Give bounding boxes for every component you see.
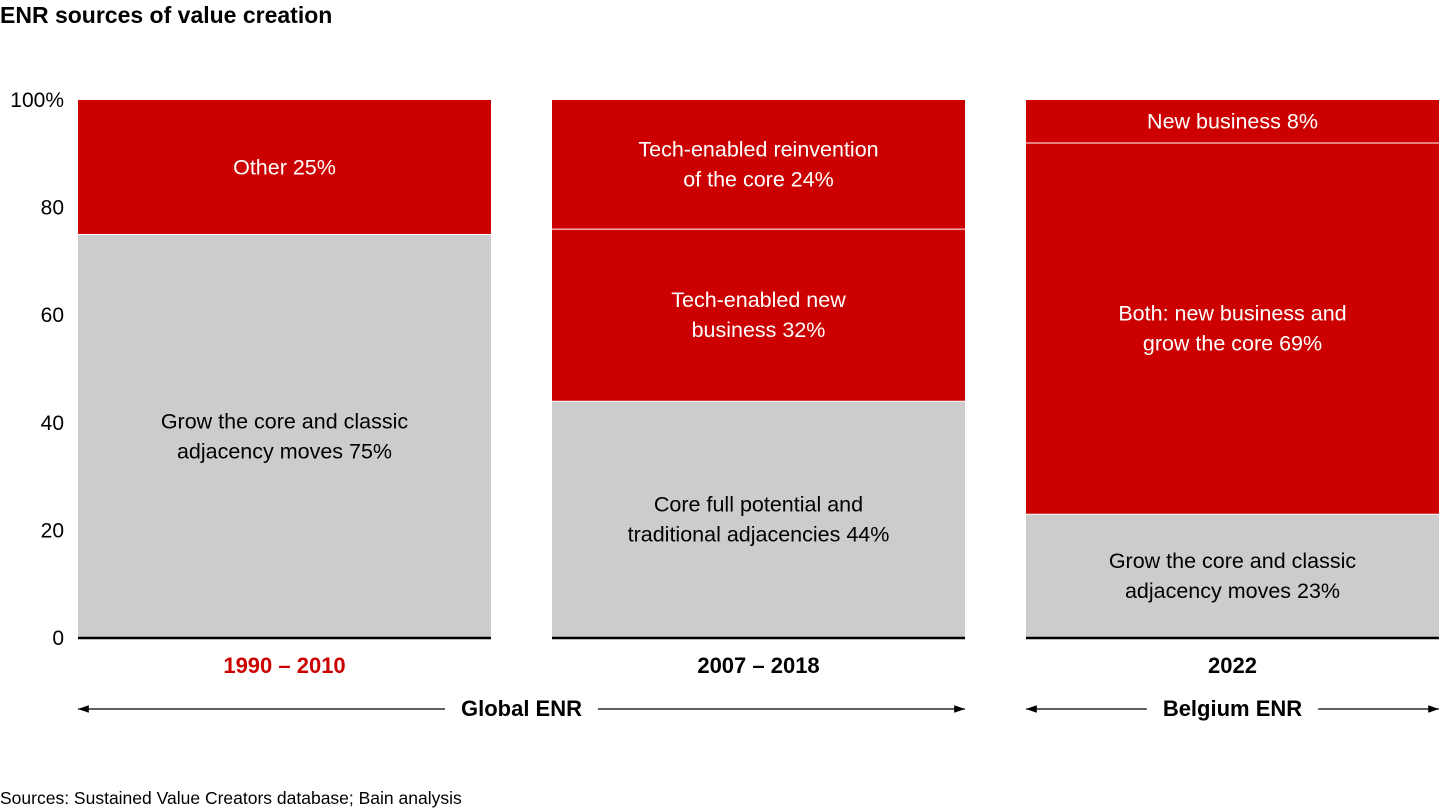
group-brackets: Global ENR Belgium ENR: [78, 696, 1439, 721]
y-tick-label: 20: [41, 519, 64, 542]
segment-label: Both: new business and: [1118, 302, 1346, 326]
bar-group: Core full potential and traditional adjac…: [552, 100, 965, 640]
category-label: 2022: [1208, 653, 1257, 678]
group-label: Belgium ENR: [1163, 696, 1302, 721]
segment-label: New business 8%: [1147, 110, 1318, 134]
bar-segment: [552, 100, 965, 230]
y-tick-label: 100%: [10, 89, 64, 112]
segment-label: adjacency moves 75%: [177, 439, 392, 463]
y-tick-label: 40: [41, 412, 64, 435]
segment-label: of the core 24%: [683, 168, 834, 192]
segment-label: Other 25%: [233, 155, 336, 179]
chart-title: ENR sources of value creation: [0, 2, 332, 28]
group-label: Global ENR: [461, 696, 582, 721]
group-bracket: Global ENR: [78, 696, 965, 721]
y-tick-label: 60: [41, 304, 64, 327]
segment-label: business 32%: [692, 318, 826, 342]
y-tick-label: 80: [41, 197, 64, 220]
bar-segment: [552, 401, 965, 638]
bar-segment: [78, 100, 491, 235]
bar-group: Grow the core and classic adjacency moves…: [78, 100, 491, 640]
source-note: Sources: Sustained Value Creators databa…: [0, 788, 462, 808]
group-bracket: Belgium ENR: [1026, 696, 1439, 721]
segment-label: Grow the core and classic: [161, 409, 409, 433]
category-labels: 1990 – 2010 2007 – 2018 2022: [223, 653, 1257, 678]
segment-label: Tech-enabled new: [671, 288, 846, 312]
segment-label: Grow the core and classic: [1109, 549, 1357, 573]
segment-label: traditional adjacencies 44%: [628, 523, 890, 547]
segment-label: adjacency moves 23%: [1125, 579, 1340, 603]
segment-label: grow the core 69%: [1143, 332, 1322, 356]
bar-segment: [1026, 143, 1439, 515]
segment-label: Tech-enabled reinvention: [638, 138, 878, 162]
y-tick-label: 0: [52, 627, 64, 650]
category-label: 2007 – 2018: [697, 653, 819, 678]
y-axis: 0 20 40 60 80 100%: [10, 89, 64, 650]
bar-segment: [1026, 100, 1439, 144]
bar-group: Grow the core and classic adjacency moves…: [1026, 100, 1439, 640]
bar-segment: [78, 234, 491, 638]
bars: Grow the core and classic adjacency moves…: [78, 100, 1439, 640]
segment-label: Core full potential and: [654, 493, 863, 517]
bar-segment: [552, 229, 965, 402]
category-label: 1990 – 2010: [223, 653, 345, 678]
bar-segment: [1026, 514, 1439, 638]
